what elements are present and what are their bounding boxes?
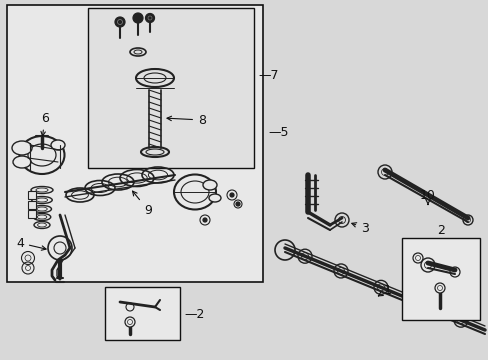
Circle shape: [434, 283, 444, 293]
Text: —2: —2: [183, 309, 204, 321]
Text: 10: 10: [419, 189, 435, 204]
Circle shape: [145, 14, 154, 23]
Circle shape: [236, 202, 240, 206]
Text: 4: 4: [16, 237, 46, 250]
Circle shape: [229, 193, 234, 197]
Bar: [105, 287, 180, 340]
Text: 2: 2: [436, 224, 444, 237]
Bar: [28, 191, 36, 199]
Ellipse shape: [12, 141, 32, 155]
Ellipse shape: [203, 180, 217, 190]
Text: —7: —7: [258, 68, 278, 81]
Ellipse shape: [13, 156, 31, 168]
Circle shape: [115, 17, 125, 27]
Circle shape: [133, 13, 142, 23]
Bar: [7, 5, 263, 282]
Circle shape: [203, 218, 206, 222]
Circle shape: [125, 317, 135, 327]
Text: 1: 1: [378, 284, 391, 297]
Text: 8: 8: [167, 113, 205, 126]
Text: 9: 9: [132, 191, 152, 216]
Bar: [28, 201, 36, 209]
Text: 6: 6: [41, 112, 49, 136]
Bar: [401, 238, 479, 320]
Text: —5: —5: [267, 126, 288, 139]
Bar: [28, 210, 36, 218]
Ellipse shape: [208, 194, 221, 202]
Text: 3: 3: [351, 221, 368, 234]
Ellipse shape: [51, 140, 65, 150]
Bar: [88, 8, 253, 168]
